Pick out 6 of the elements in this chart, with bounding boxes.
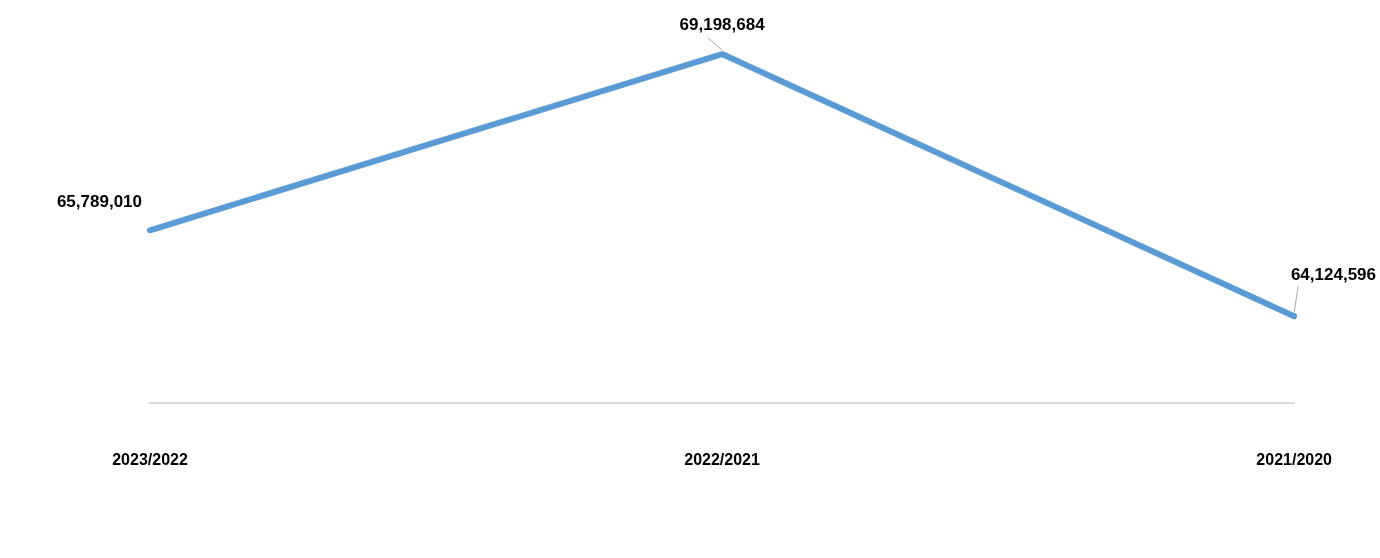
x-tick-label: 2022/2021 [684, 450, 761, 468]
x-tick-label: 2021/2020 [1256, 450, 1333, 468]
data-label: 65,789,010 [56, 191, 142, 211]
x-tick-label: 2023/2022 [112, 450, 188, 468]
data-label: 69,198,684 [679, 15, 766, 35]
data-label: 64,124,596 [1290, 265, 1376, 285]
